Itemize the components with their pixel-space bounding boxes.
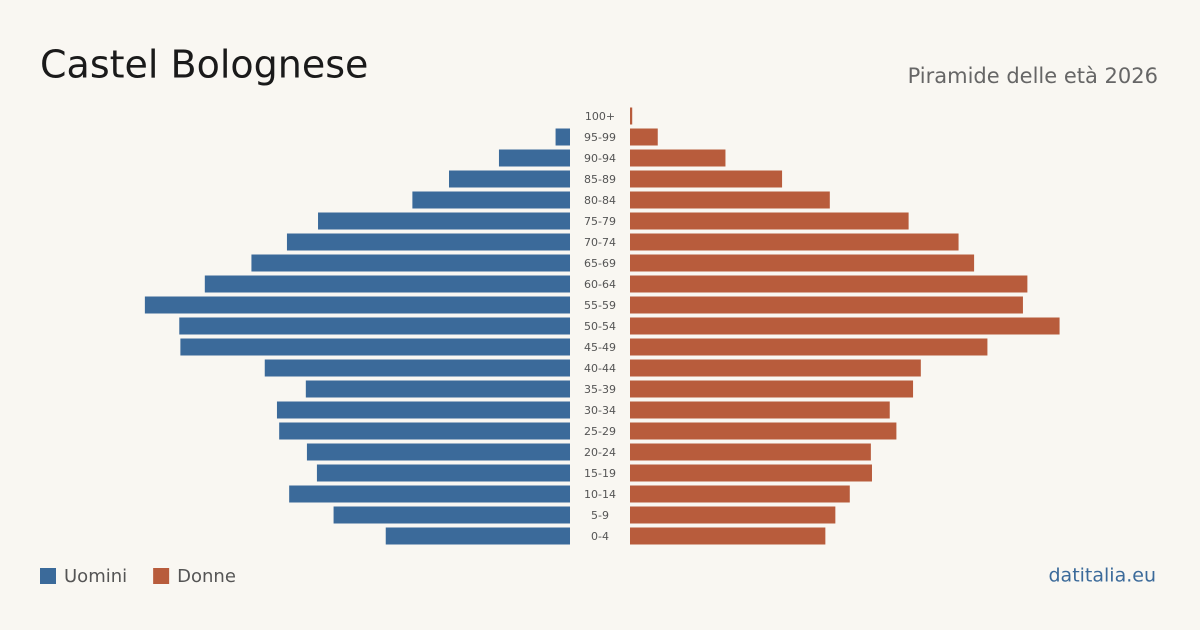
age-label: 20-24 <box>584 446 616 459</box>
chart-subtitle: Piramide delle età 2026 <box>908 64 1158 88</box>
bar <box>630 233 959 251</box>
bar <box>630 149 726 167</box>
age-label: 90-94 <box>584 152 616 165</box>
source: datitalia.eu <box>1049 565 1157 587</box>
age-label: 55-59 <box>584 299 616 312</box>
bar <box>289 485 570 503</box>
bar <box>630 527 826 545</box>
age-label: 45-49 <box>584 341 616 354</box>
age-label: 5-9 <box>591 509 609 522</box>
bar <box>279 422 570 440</box>
legend-swatch <box>153 568 170 584</box>
bar <box>630 422 897 440</box>
legend-label: Donne <box>177 566 236 587</box>
bar <box>630 128 658 146</box>
bar <box>276 401 570 419</box>
bar <box>630 485 850 503</box>
bar <box>144 296 570 314</box>
age-label: 85-89 <box>584 173 616 186</box>
age-label: 10-14 <box>584 488 616 501</box>
bar <box>180 338 570 356</box>
bar <box>630 212 909 230</box>
bar <box>449 170 570 188</box>
bar <box>630 401 890 419</box>
bar <box>204 275 570 293</box>
bar <box>630 359 921 377</box>
bar <box>630 443 871 461</box>
bar <box>630 254 975 272</box>
bar <box>305 380 570 398</box>
age-label: 95-99 <box>584 131 616 144</box>
bar <box>498 149 570 167</box>
age-label: 40-44 <box>584 362 616 375</box>
bar <box>630 296 1023 314</box>
age-label: 70-74 <box>584 236 616 249</box>
bar <box>630 506 836 524</box>
age-label: 60-64 <box>584 278 616 291</box>
age-label: 15-19 <box>584 467 616 480</box>
bar <box>412 191 570 209</box>
bar <box>251 254 570 272</box>
bar <box>179 317 570 335</box>
bar <box>306 443 570 461</box>
bar <box>630 338 988 356</box>
age-label: 0-4 <box>591 530 609 543</box>
age-label: 30-34 <box>584 404 616 417</box>
age-label: 80-84 <box>584 194 616 207</box>
age-label: 35-39 <box>584 383 616 396</box>
age-label: 65-69 <box>584 257 616 270</box>
legend-swatch <box>40 568 56 584</box>
bar <box>630 170 783 188</box>
bar <box>333 506 570 524</box>
bar <box>630 380 914 398</box>
legend-label: Uomini <box>64 566 127 587</box>
bar <box>630 275 1028 293</box>
bar <box>630 191 830 209</box>
bar <box>385 527 570 545</box>
bar <box>264 359 570 377</box>
age-label: 100+ <box>585 110 615 123</box>
bar <box>316 464 570 482</box>
bar <box>318 212 570 230</box>
age-label: 75-79 <box>584 215 616 228</box>
bar <box>286 233 570 251</box>
bar <box>630 317 1060 335</box>
age-label: 25-29 <box>584 425 616 438</box>
chart-title: Castel Bolognese <box>40 43 368 87</box>
bar <box>555 128 570 146</box>
bar <box>630 107 633 125</box>
age-label: 50-54 <box>584 320 616 333</box>
bar <box>630 464 872 482</box>
